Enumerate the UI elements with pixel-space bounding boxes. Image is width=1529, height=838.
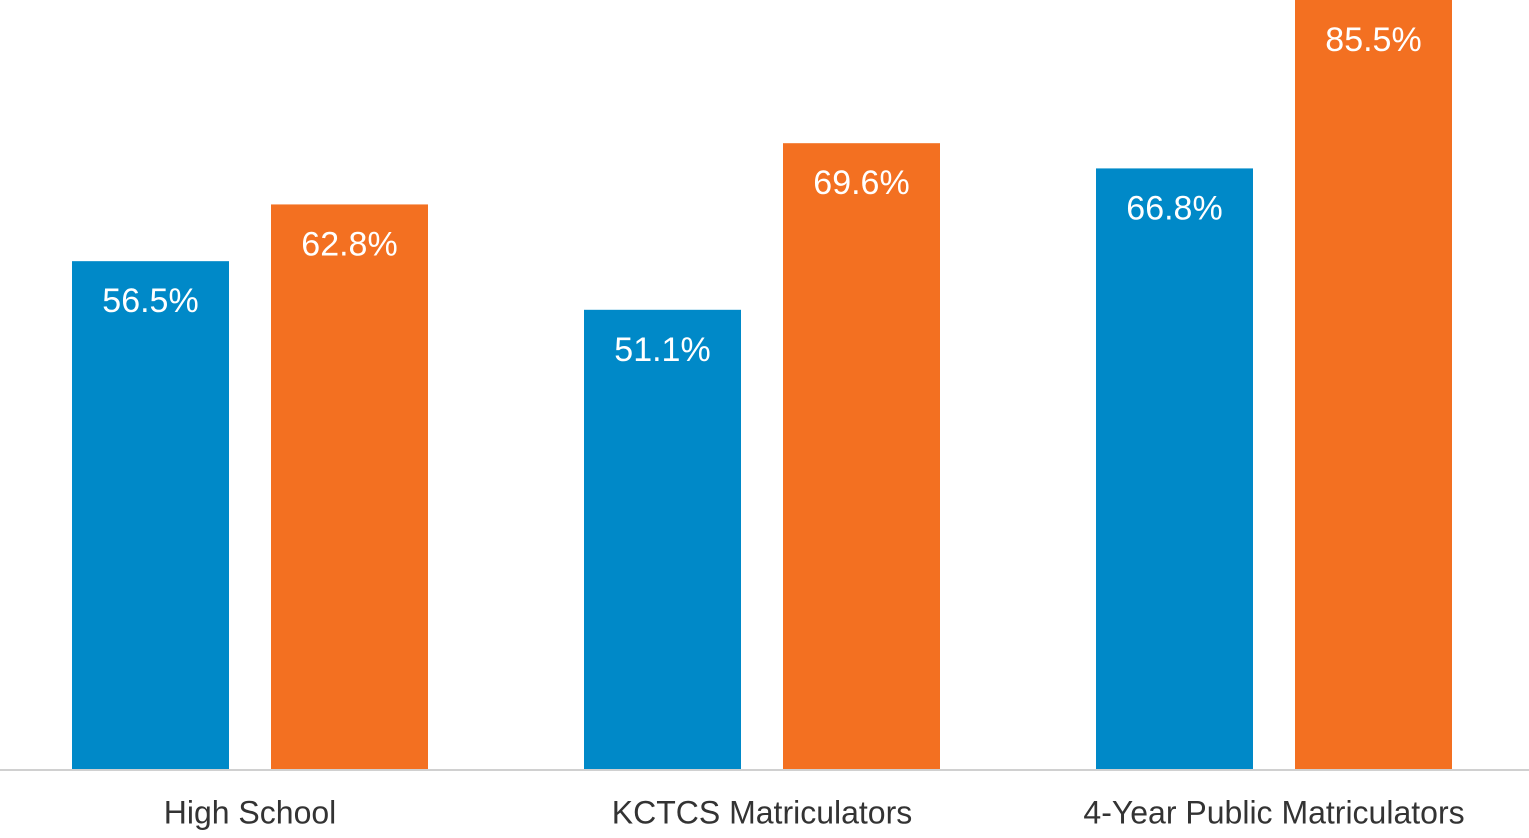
bar xyxy=(584,309,741,770)
data-label: 62.8% xyxy=(301,225,397,263)
data-label: 85.5% xyxy=(1325,21,1421,59)
bar xyxy=(1295,0,1452,770)
data-label: 56.5% xyxy=(102,282,198,320)
bar xyxy=(783,143,940,770)
bar xyxy=(271,204,428,771)
x-tick-label: KCTCS Matriculators xyxy=(612,794,913,830)
x-tick-label: 4-Year Public Matriculators xyxy=(1083,794,1464,830)
bar xyxy=(72,261,229,770)
x-tick-label: High School xyxy=(164,794,337,830)
data-label: 69.6% xyxy=(813,164,909,202)
data-label: 66.8% xyxy=(1126,189,1222,227)
bar xyxy=(1096,168,1253,770)
data-label: 51.1% xyxy=(614,331,710,369)
